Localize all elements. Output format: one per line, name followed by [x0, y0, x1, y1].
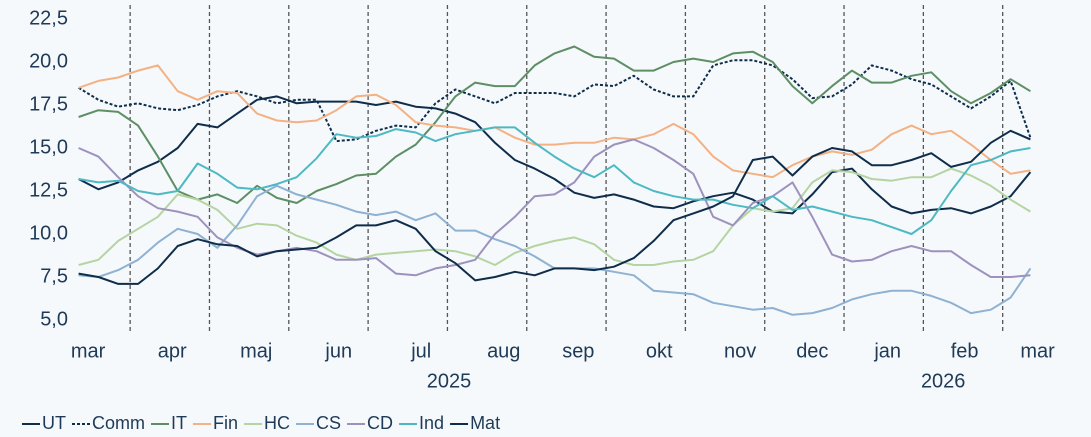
x-tick-label: feb: [951, 340, 979, 362]
x-tick-label: sep: [562, 340, 594, 362]
x-tick-label: mar: [71, 340, 106, 362]
x-tick-label: mar: [1020, 340, 1055, 362]
series-line: [78, 95, 1032, 215]
y-tick-label: 12,5: [29, 179, 68, 201]
x-tick-label: apr: [158, 340, 187, 362]
legend-label: CS: [316, 413, 341, 433]
legend-label: Fin: [213, 413, 238, 433]
x-tick-label: aug: [487, 340, 520, 362]
y-tick-label: 10,0: [29, 222, 68, 244]
x-tick-label: dec: [796, 340, 828, 362]
y-tick-label: 7,5: [40, 265, 68, 287]
x-tick-label: okt: [646, 340, 673, 362]
legend-label: IT: [171, 413, 187, 433]
series-line: [78, 167, 1031, 266]
legend-label: Ind: [419, 413, 444, 433]
legend-label: Comm: [92, 413, 145, 433]
y-tick-label: 5,0: [40, 308, 68, 330]
y-tick-label: 20,0: [29, 50, 68, 72]
x-tick-label: jan: [873, 340, 901, 362]
y-tick-label: 22,5: [29, 7, 68, 29]
x-tick-label: nov: [724, 340, 756, 362]
series-line: [78, 59, 1032, 143]
y-tick-label: 17,5: [29, 93, 68, 115]
legend-label: Mat: [470, 413, 500, 433]
year-label: 2026: [921, 370, 966, 392]
legend-label: HC: [264, 413, 290, 433]
legend-label: UT: [42, 413, 66, 433]
y-tick-label: 15,0: [29, 136, 68, 158]
series-line: [78, 64, 1031, 179]
series-line: [78, 126, 1031, 235]
x-tick-label: maj: [240, 340, 272, 362]
series-line: [78, 184, 1032, 316]
x-tick-label: jul: [410, 340, 431, 362]
series-line: [78, 138, 1031, 278]
x-tick-label: jun: [324, 340, 352, 362]
series-line: [78, 45, 1031, 204]
series-line: [78, 129, 1031, 285]
legend-label: CD: [367, 413, 393, 433]
year-label: 2025: [427, 370, 472, 392]
